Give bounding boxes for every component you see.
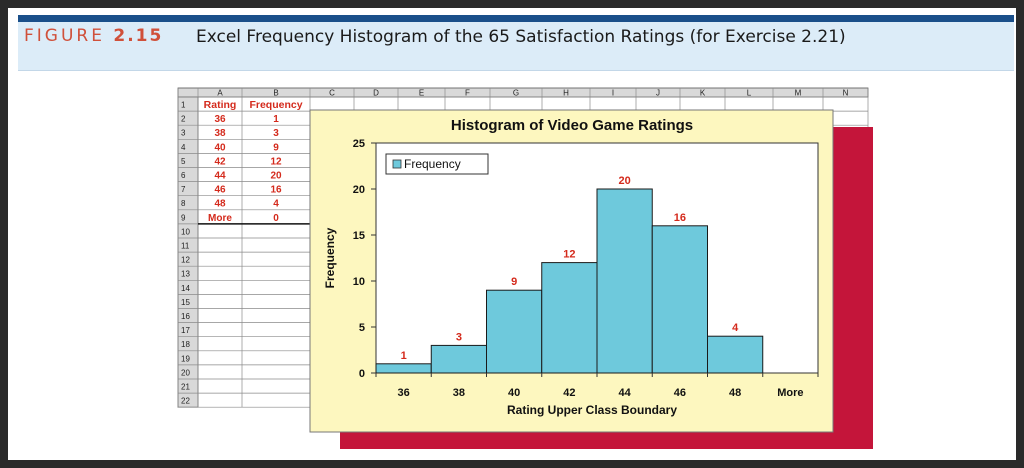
figure-frame: FIGURE 2.15 Excel Frequency Histogram of…	[8, 8, 1016, 460]
column-header-g: G	[513, 89, 519, 98]
row-number-22: 22	[181, 397, 190, 406]
table-cell-rating: 40	[214, 142, 226, 153]
histogram-bar	[651, 225, 708, 374]
row-number-2: 2	[181, 115, 186, 124]
table-cell-rating: 48	[214, 199, 226, 210]
histogram-bar	[375, 363, 432, 374]
column-header-h: H	[563, 89, 569, 98]
histogram-bar	[486, 289, 543, 374]
table-cell-rating: 36	[214, 114, 226, 125]
figure-label: FIGURE 2.15	[24, 26, 163, 46]
row-number-14: 14	[181, 284, 190, 293]
column-header-c: C	[329, 89, 335, 98]
row-number-15: 15	[181, 298, 190, 307]
y-tick-label: 0	[359, 368, 365, 380]
table-cell-frequency: 1	[273, 114, 279, 125]
y-tick-label: 20	[353, 184, 365, 196]
column-header-j: J	[656, 89, 660, 98]
table-cell-rating: 44	[214, 171, 226, 182]
table-header-rating: Rating	[204, 99, 237, 111]
row-number-10: 10	[181, 227, 190, 236]
y-tick-label: 10	[353, 276, 365, 288]
row-number-16: 16	[181, 312, 190, 321]
table-cell-frequency: 4	[273, 199, 279, 210]
row-number-9: 9	[181, 213, 186, 222]
y-tick-label: 5	[359, 322, 365, 334]
table-cell-frequency: 0	[273, 213, 279, 224]
figure-number: 2.15	[113, 26, 164, 46]
table-cell-frequency: 12	[270, 156, 282, 167]
row-number-1: 1	[181, 101, 186, 110]
y-axis-title: Frequency	[323, 227, 337, 288]
row-number-13: 13	[181, 270, 190, 279]
row-number-17: 17	[181, 326, 190, 335]
x-tick-label: 38	[453, 387, 465, 399]
legend-swatch	[392, 159, 402, 169]
x-tick-label: 42	[563, 387, 575, 399]
column-header-m: M	[795, 89, 802, 98]
histogram-bar	[596, 188, 653, 374]
histogram-bar	[430, 344, 487, 374]
x-tick-label: 48	[729, 387, 741, 399]
y-tick-label: 25	[353, 138, 365, 150]
column-header-i: I	[612, 89, 614, 98]
column-header-l: L	[747, 89, 752, 98]
row-number-6: 6	[181, 171, 186, 180]
data-label: 9	[511, 276, 517, 288]
x-tick-label: 36	[398, 387, 410, 399]
x-axis-title: Rating Upper Class Boundary	[507, 403, 677, 417]
table-cell-rating: 38	[214, 128, 226, 139]
figure-label-word: FIGURE	[24, 26, 105, 46]
row-number-5: 5	[181, 157, 186, 166]
column-header-d: D	[373, 89, 379, 98]
row-number-18: 18	[181, 340, 190, 349]
chart-title: Histogram of Video Game Ratings	[451, 117, 693, 134]
row-number-7: 7	[181, 185, 186, 194]
column-header-f: F	[465, 89, 470, 98]
data-label: 4	[732, 322, 739, 334]
legend-label: Frequency	[404, 157, 461, 171]
table-cell-frequency: 16	[270, 185, 282, 196]
data-label: 3	[456, 331, 462, 343]
data-label: 20	[619, 175, 631, 187]
table-header-frequency: Frequency	[249, 99, 302, 111]
x-tick-label: 40	[508, 387, 520, 399]
table-cell-rating: 46	[214, 185, 226, 196]
column-header-k: K	[700, 89, 706, 98]
histogram-bar	[707, 335, 764, 374]
histogram-bar	[541, 262, 598, 374]
data-label: 12	[563, 249, 575, 261]
table-cell-frequency: 3	[273, 128, 279, 139]
row-number-4: 4	[181, 143, 186, 152]
row-number-12: 12	[181, 256, 190, 265]
row-number-20: 20	[181, 368, 190, 377]
figure-title: Excel Frequency Histogram of the 65 Sati…	[196, 27, 846, 47]
figure-top-bar	[18, 15, 1014, 22]
row-number-21: 21	[181, 383, 190, 392]
table-cell-frequency: 9	[273, 142, 279, 153]
legend-box	[385, 153, 489, 175]
row-number-19: 19	[181, 354, 190, 363]
data-label: 16	[674, 212, 686, 224]
data-label: 1	[401, 350, 407, 362]
x-tick-label: 46	[674, 387, 686, 399]
table-cell-frequency: 20	[270, 171, 282, 182]
excel-sheet: A B C D E F G H I J K L M N12345678910111213141516171…	[177, 87, 873, 449]
column-header-bar	[177, 87, 869, 98]
x-tick-label: More	[777, 387, 803, 399]
x-tick-label: 44	[619, 387, 632, 399]
row-number-11: 11	[181, 242, 190, 251]
column-header-a: A	[217, 89, 223, 98]
table-cell-rating: 42	[214, 156, 226, 167]
column-header-e: E	[419, 89, 424, 98]
column-header-b: B	[273, 89, 278, 98]
table-cell-rating: More	[208, 213, 232, 224]
y-tick-label: 15	[353, 230, 365, 242]
column-header-n: N	[843, 89, 849, 98]
chart-legend: Frequency	[385, 153, 489, 175]
figure-caption-bar	[18, 22, 1014, 71]
row-number-3: 3	[181, 129, 186, 138]
row-number-8: 8	[181, 199, 186, 208]
